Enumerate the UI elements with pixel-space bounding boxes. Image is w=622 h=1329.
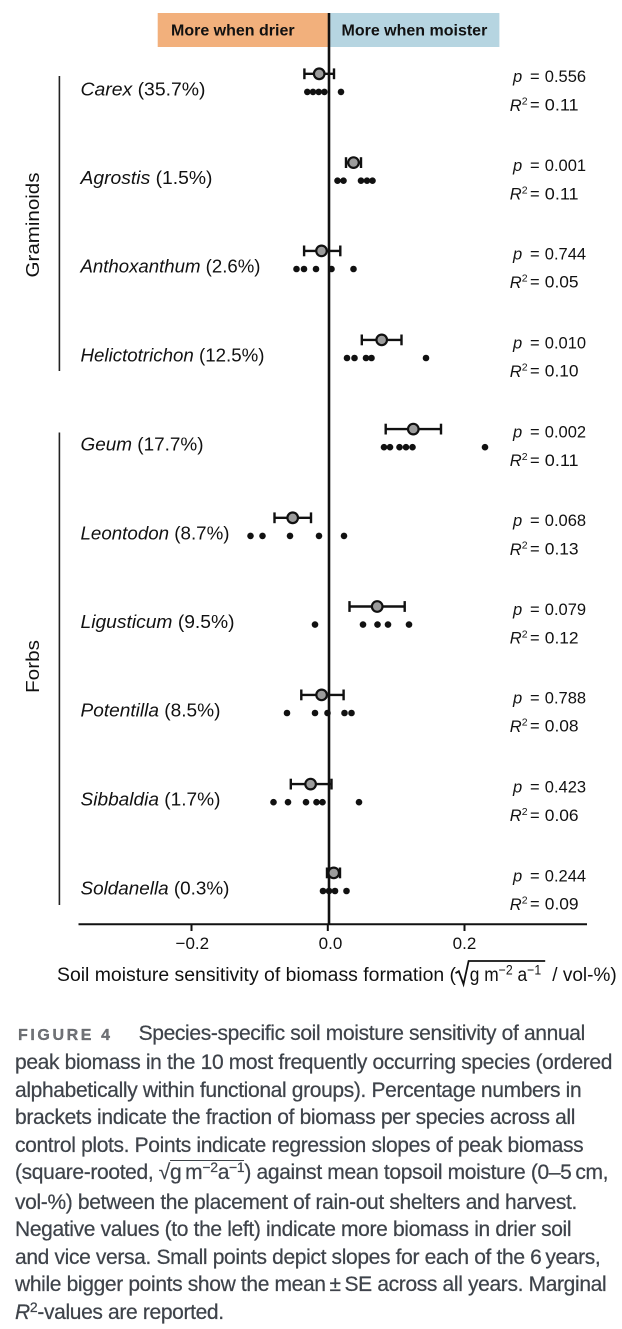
svg-text:Carex (35.7%): Carex (35.7%) [81,79,206,99]
svg-text:g m−2 a−1: g m−2 a−1 [470,962,541,986]
svg-text:Leontodon (8.7%): Leontodon (8.7%) [81,523,230,543]
svg-text:p=0.244: p = 0.244 [512,867,586,885]
svg-text:Soil moisture sensitivity of b: Soil moisture sensitivity of biomass for… [57,965,457,986]
svg-text:R2=0.09: R2 = 0.09 [510,895,579,914]
svg-text:p=0.423: p = 0.423 [512,779,586,797]
svg-text:Helictotrichon (12.5%): Helictotrichon (12.5%) [81,345,265,365]
svg-text:/ vol-%): / vol-%) [552,965,616,986]
svg-text:R2=0.08: R2 = 0.08 [510,717,579,736]
svg-text:Ligusticum (9.5%): Ligusticum (9.5%) [81,612,235,632]
svg-text:Anthoxanthum (2.6%): Anthoxanthum (2.6%) [79,256,260,276]
svg-text:p=0.010: p = 0.010 [512,334,586,352]
svg-text:R2=0.13: R2 = 0.13 [510,540,579,559]
svg-text:R2=0.12: R2 = 0.12 [510,628,579,647]
svg-text:Agrostis (1.5%): Agrostis (1.5%) [79,168,212,188]
svg-text:R2=0.10: R2 = 0.10 [510,362,579,381]
svg-text:p=0.556: p = 0.556 [512,68,586,86]
svg-text:0.2: 0.2 [453,934,477,953]
svg-text:p=0.001: p = 0.001 [512,157,586,175]
svg-text:p=0.788: p = 0.788 [512,689,586,707]
svg-text:R2=0.06: R2 = 0.06 [510,806,579,825]
svg-text:Geum (17.7%): Geum (17.7%) [81,435,204,455]
svg-text:Potentilla (8.5%): Potentilla (8.5%) [81,700,221,720]
svg-text:R2=0.11: R2 = 0.11 [510,184,579,203]
svg-text:More when drier: More when drier [171,23,295,40]
svg-text:More when moister: More when moister [342,23,488,40]
svg-text:p=0.744: p = 0.744 [512,245,586,263]
svg-text:0.0: 0.0 [319,934,343,953]
svg-text:−0.2: −0.2 [176,934,210,953]
svg-text:Graminoids: Graminoids [23,173,43,278]
svg-text:R2=0.05: R2 = 0.05 [510,273,579,292]
svg-text:Soldanella (0.3%): Soldanella (0.3%) [81,878,230,898]
svg-text:Sibbaldia (1.7%): Sibbaldia (1.7%) [81,790,221,810]
svg-text:p=0.079: p = 0.079 [512,601,586,619]
svg-text:Forbs: Forbs [23,640,43,693]
svg-text:R2=0.11: R2 = 0.11 [510,451,579,470]
svg-text:p=0.002: p = 0.002 [512,424,586,442]
svg-text:p=0.068: p = 0.068 [512,512,586,530]
svg-text:R2=0.11: R2 = 0.11 [510,96,579,115]
